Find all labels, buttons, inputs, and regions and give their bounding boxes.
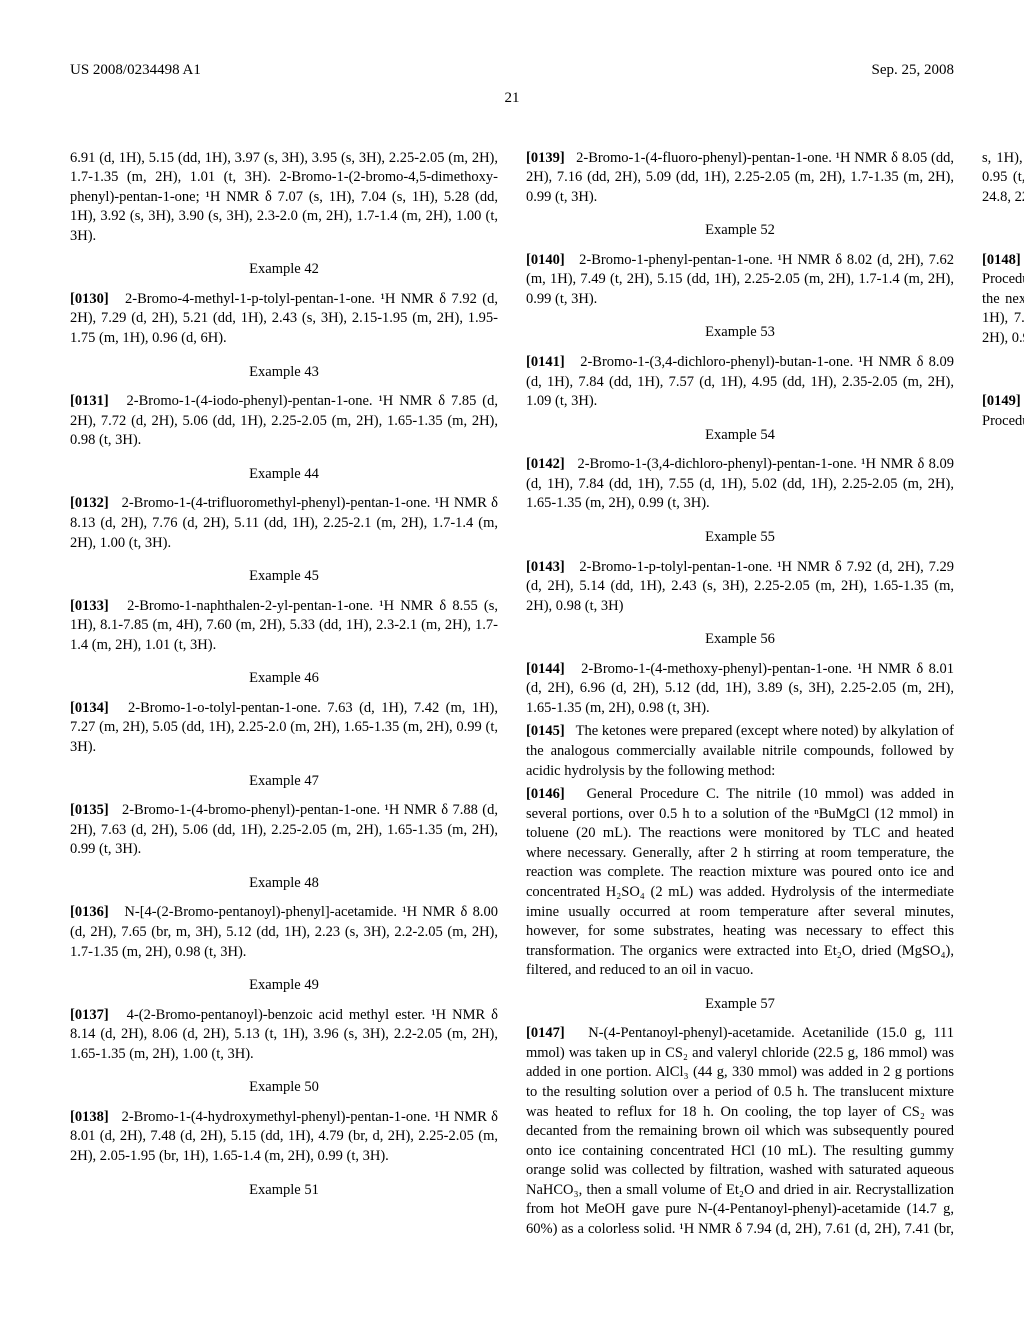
example-heading: Example 57: [526, 995, 954, 1015]
example-heading: Example 43: [70, 363, 498, 383]
example-body: [0140] 2-Bromo-1-phenyl-pentan-1-one. ¹H…: [526, 251, 954, 310]
example-body: [0133] 2-Bromo-1-naphthalen-2-yl-pentan-…: [70, 597, 498, 656]
example-body: [0130] 2-Bromo-4-methyl-1-p-tolyl-pentan…: [70, 290, 498, 349]
para-number: [0142]: [526, 456, 565, 472]
example-heading: Example 59: [982, 363, 1024, 383]
example-text: 2-Bromo-1-(4-methoxy-phenyl)-pentan-1-on…: [526, 661, 954, 716]
example-body: [0145] The ketones were prepared (except…: [526, 722, 954, 781]
para-number: [0144]: [526, 661, 565, 677]
example-body: [0139] 2-Bromo-1-(4-fluoro-phenyl)-penta…: [526, 149, 954, 208]
example-body: [0135] 2-Bromo-1-(4-bromo-phenyl)-pentan…: [70, 801, 498, 860]
para-number: [0130]: [70, 291, 109, 307]
para-number: [0141]: [526, 354, 565, 370]
example-body: [0131] 2-Bromo-1-(4-iodo-phenyl)-pentan-…: [70, 392, 498, 451]
example-heading: Example 50: [70, 1078, 498, 1098]
example-heading: Example 55: [526, 528, 954, 548]
para-number: [0131]: [70, 393, 109, 409]
para-number: [0149]: [982, 393, 1021, 409]
example-body: [0143] 2-Bromo-1-p-tolyl-pentan-1-one. ¹…: [526, 558, 954, 617]
example-text: 2-Bromo-1-(4-fluoro-phenyl)-pentan-1-one…: [526, 150, 954, 205]
example-heading: Example 49: [70, 976, 498, 996]
example-body: [0149] 1-(3,4-Dichloro-phenyl)-butan-1-o…: [982, 392, 1024, 431]
example-heading: Example 42: [70, 260, 498, 280]
example-text: 2-Bromo-1-o-tolyl-pentan-1-one. 7.63 (d,…: [70, 700, 498, 755]
example-text: 2-Bromo-1-(3,4-dichloro-phenyl)-pentan-1…: [526, 456, 954, 511]
para-number: [0132]: [70, 495, 109, 511]
para-number: [0133]: [70, 598, 109, 614]
example-body: [0137] 4-(2-Bromo-pentanoyl)-benzoic aci…: [70, 1006, 498, 1065]
example-text: 2-Bromo-1-(4-bromo-phenyl)-pentan-1-one.…: [70, 802, 498, 857]
example-text: 2-Bromo-1-(4-trifluoromethyl-phenyl)-pen…: [70, 495, 498, 550]
example-heading: Example 53: [526, 323, 954, 343]
example-text: N-[4-(2-Bromo-pentanoyl)-phenyl]-acetami…: [70, 904, 498, 959]
para-number: [0148]: [982, 252, 1021, 268]
example-heading: Example 45: [70, 567, 498, 587]
para-number: [0138]: [70, 1109, 109, 1125]
para-number: [0147]: [526, 1025, 565, 1041]
example-text: 2-Bromo-1-(4-hydroxymethyl-phenyl)-penta…: [70, 1109, 498, 1164]
example-text: 2-Bromo-1-naphthalen-2-yl-pentan-1-one. …: [70, 598, 498, 653]
example-heading: Example 46: [70, 669, 498, 689]
example-body: [0146] General Procedure C. The nitrile …: [526, 785, 954, 981]
example-body: [0144] 2-Bromo-1-(4-methoxy-phenyl)-pent…: [526, 660, 954, 719]
publication-number: US 2008/0234498 A1: [70, 60, 201, 80]
example-heading: Example 51: [70, 1181, 498, 1201]
example-body: [0138] 2-Bromo-1-(4-hydroxymethyl-phenyl…: [70, 1108, 498, 1167]
example-text: 2-Bromo-1-(4-iodo-phenyl)-pentan-1-one. …: [70, 393, 498, 448]
example-text: General Procedure C. The nitrile (10 mmo…: [526, 786, 954, 978]
page-header: US 2008/0234498 A1 Sep. 25, 2008: [70, 60, 954, 80]
example-body: [0142] 2-Bromo-1-(3,4-dichloro-phenyl)-p…: [526, 455, 954, 514]
example-body: [0148] 1-(3,4-Dichloro-phenyl)-pentan-1-…: [982, 251, 1024, 349]
example-heading: Example 54: [526, 426, 954, 446]
example-text: 2-Bromo-1-(3,4-dichloro-phenyl)-butan-1-…: [526, 354, 954, 409]
para-number: [0146]: [526, 786, 565, 802]
example-heading: Example 47: [70, 772, 498, 792]
example-body: [0132] 2-Bromo-1-(4-trifluoromethyl-phen…: [70, 494, 498, 553]
example-heading: Example 56: [526, 630, 954, 650]
para-number: [0140]: [526, 252, 565, 268]
body-columns: 6.91 (d, 1H), 5.15 (dd, 1H), 3.97 (s, 3H…: [70, 149, 954, 1249]
example-text: 4-(2-Bromo-pentanoyl)-benzoic acid methy…: [70, 1007, 498, 1062]
para-number: [0137]: [70, 1007, 109, 1023]
para-number: [0135]: [70, 802, 109, 818]
example-body: [0141] 2-Bromo-1-(3,4-dichloro-phenyl)-b…: [526, 353, 954, 412]
page-number: 21: [70, 88, 954, 108]
para-number: [0145]: [526, 723, 565, 739]
example-body: [0134] 2-Bromo-1-o-tolyl-pentan-1-one. 7…: [70, 699, 498, 758]
para-number: [0143]: [526, 559, 565, 575]
example-heading: Example 44: [70, 465, 498, 485]
example-text: The ketones were prepared (except where …: [526, 723, 954, 778]
para-number: [0134]: [70, 700, 109, 716]
example-heading: Example 48: [70, 874, 498, 894]
para-number: [0139]: [526, 150, 565, 166]
example-text: 2-Bromo-1-phenyl-pentan-1-one. ¹H NMR δ …: [526, 252, 954, 307]
example-body: [0136] N-[4-(2-Bromo-pentanoyl)-phenyl]-…: [70, 903, 498, 962]
intro-text: 6.91 (d, 1H), 5.15 (dd, 1H), 3.97 (s, 3H…: [70, 149, 498, 247]
example-text: 2-Bromo-1-p-tolyl-pentan-1-one. ¹H NMR δ…: [526, 559, 954, 614]
publication-date: Sep. 25, 2008: [872, 60, 955, 80]
example-heading: Example 52: [526, 221, 954, 241]
para-number: [0136]: [70, 904, 109, 920]
example-heading: Example 58: [982, 221, 1024, 241]
example-text: 2-Bromo-4-methyl-1-p-tolyl-pentan-1-one.…: [70, 291, 498, 346]
